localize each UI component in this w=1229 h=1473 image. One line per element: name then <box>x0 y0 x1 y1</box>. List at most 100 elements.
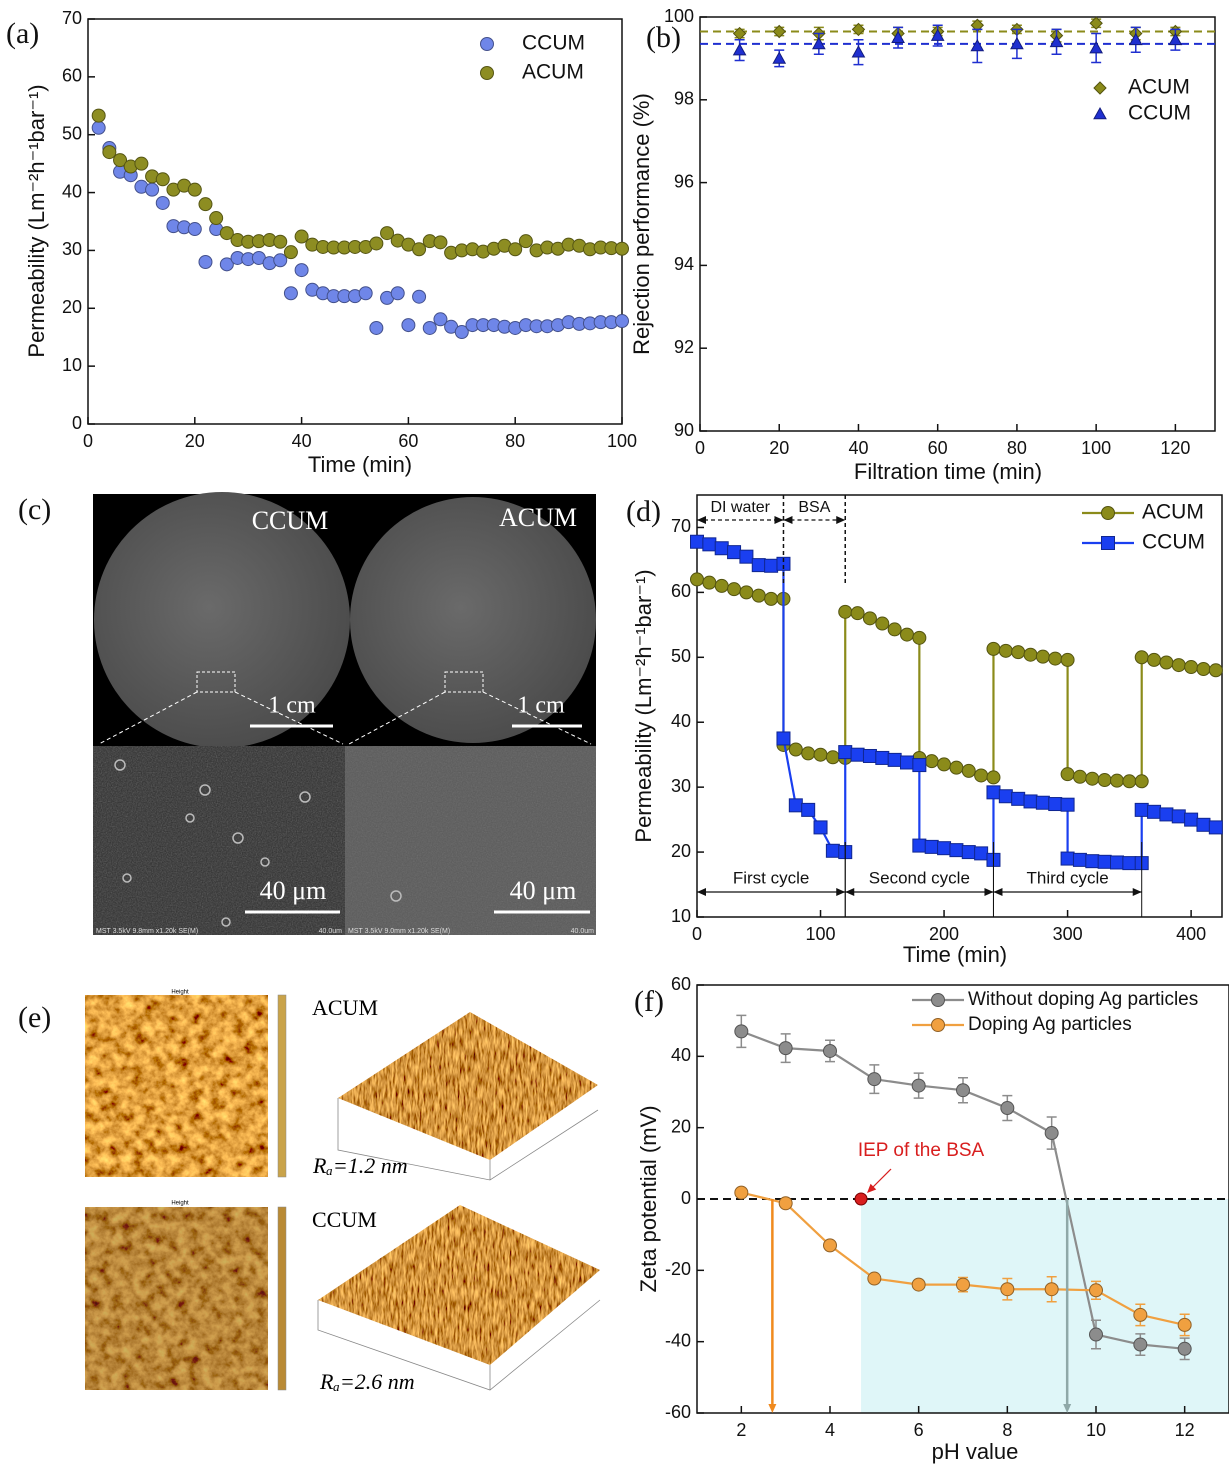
marker <box>912 1079 925 1092</box>
legend-label: CCUM <box>1128 102 1191 125</box>
marker <box>188 223 201 236</box>
x-axis-label: Time (min) <box>903 942 1007 967</box>
legend-marker <box>1102 537 1115 550</box>
marker <box>814 821 827 834</box>
marker <box>735 1025 748 1038</box>
marker <box>1090 1284 1103 1297</box>
marker <box>863 612 876 625</box>
legend-label: ACUM <box>522 61 584 84</box>
panel-label: (a) <box>6 17 39 50</box>
marker <box>735 1186 748 1199</box>
marker <box>423 321 436 334</box>
marker <box>863 749 876 762</box>
marker <box>156 196 169 209</box>
arrow-head <box>836 516 845 524</box>
arrow-head <box>1133 888 1142 896</box>
marker <box>938 842 951 855</box>
marker <box>715 542 728 555</box>
y-tick-label: 98 <box>674 89 694 109</box>
marker <box>1073 853 1086 866</box>
y-tick-label: -60 <box>665 1402 691 1422</box>
panel-label: (d) <box>626 495 661 528</box>
y-tick-label: 70 <box>671 516 691 536</box>
y-tick-label: 20 <box>62 297 82 317</box>
arrow-head <box>783 516 792 524</box>
marker <box>901 628 914 641</box>
panel-label: (b) <box>646 21 681 54</box>
sem-ruler: 40.0um <box>571 928 595 935</box>
marker <box>1135 651 1148 664</box>
marker <box>1135 775 1148 788</box>
arrow-head <box>774 516 783 524</box>
arrow-head <box>768 1404 776 1413</box>
x-tick-label: 0 <box>695 438 705 458</box>
marker <box>999 644 1012 657</box>
marker <box>876 751 889 764</box>
legend-marker <box>932 994 945 1007</box>
panel-c: (c) CCUM ACUM 1 cm 1 cm 40 μm 40 μm MST … <box>18 492 596 935</box>
marker <box>1036 796 1049 809</box>
x-tick-label: 100 <box>607 431 637 451</box>
roughness: Rₐ=1.2 nm <box>312 1153 408 1178</box>
y-axis-label: Zeta potential (mV) <box>636 1105 661 1292</box>
afm-surface <box>338 1012 598 1160</box>
sem-info: MST 3.5kV 9.8mm x1.20k SE(M) <box>96 928 198 935</box>
marker <box>691 535 704 548</box>
cycle-label: Third cycle <box>1026 868 1108 887</box>
marker <box>728 583 741 596</box>
x-tick-label: 80 <box>1007 438 1027 458</box>
y-tick-label: 0 <box>681 1188 691 1208</box>
marker <box>199 256 212 269</box>
x-tick-label: 60 <box>928 438 948 458</box>
x-tick-label: 40 <box>848 438 868 458</box>
iep-point <box>855 1193 867 1205</box>
marker <box>999 790 1012 803</box>
y-tick-label: -20 <box>665 1259 691 1279</box>
marker <box>802 803 815 816</box>
sem-info: MST 3.5kV 9.0mm x1.20k SE(M) <box>348 928 450 935</box>
marker <box>888 623 901 636</box>
marker <box>957 1278 970 1291</box>
sample-label: CCUM <box>312 1207 377 1232</box>
marker <box>912 1278 925 1291</box>
marker <box>1123 857 1136 870</box>
color-bar <box>278 995 286 1177</box>
x-tick-label: 20 <box>185 431 205 451</box>
y-axis-label: Rejection performance (%) <box>629 93 654 355</box>
x-tick-label: 100 <box>806 924 836 944</box>
marker <box>938 758 951 771</box>
x-tick-label: 4 <box>825 1420 835 1440</box>
legend-label: ACUM <box>1142 501 1204 524</box>
x-tick-label: 2 <box>736 1420 746 1440</box>
phase-label: DI water <box>710 499 770 516</box>
x-axis-label: Time (min) <box>308 452 412 477</box>
y-tick-label: 10 <box>671 906 691 926</box>
marker <box>370 321 383 334</box>
y-tick-label: 96 <box>674 171 694 191</box>
marker <box>1049 798 1062 811</box>
y-axis-label: Permeability (Lm⁻²h⁻¹bar⁻¹) <box>24 84 49 357</box>
marker <box>740 550 753 563</box>
legend-marker <box>1094 82 1106 94</box>
x-tick-label: 12 <box>1175 1420 1195 1440</box>
marker <box>1012 792 1025 805</box>
legend-label: ACUM <box>1128 76 1190 99</box>
marker <box>913 839 926 852</box>
marker <box>740 586 753 599</box>
y-tick-label: 90 <box>674 420 694 440</box>
y-tick-label: 40 <box>671 1045 691 1065</box>
marker <box>1086 855 1099 868</box>
legend-marker <box>1102 507 1115 520</box>
marker <box>1024 648 1037 661</box>
marker <box>962 846 975 859</box>
y-tick-label: -40 <box>665 1330 691 1350</box>
marker <box>1036 650 1049 663</box>
x-tick-label: 120 <box>1160 438 1190 458</box>
x-tick-label: 80 <box>505 431 525 451</box>
scale-label: 1 cm <box>268 693 316 719</box>
marker <box>868 1073 881 1086</box>
marker <box>509 243 522 256</box>
x-tick-label: 0 <box>83 431 93 451</box>
series-line <box>697 579 1216 781</box>
marker <box>1123 775 1136 788</box>
